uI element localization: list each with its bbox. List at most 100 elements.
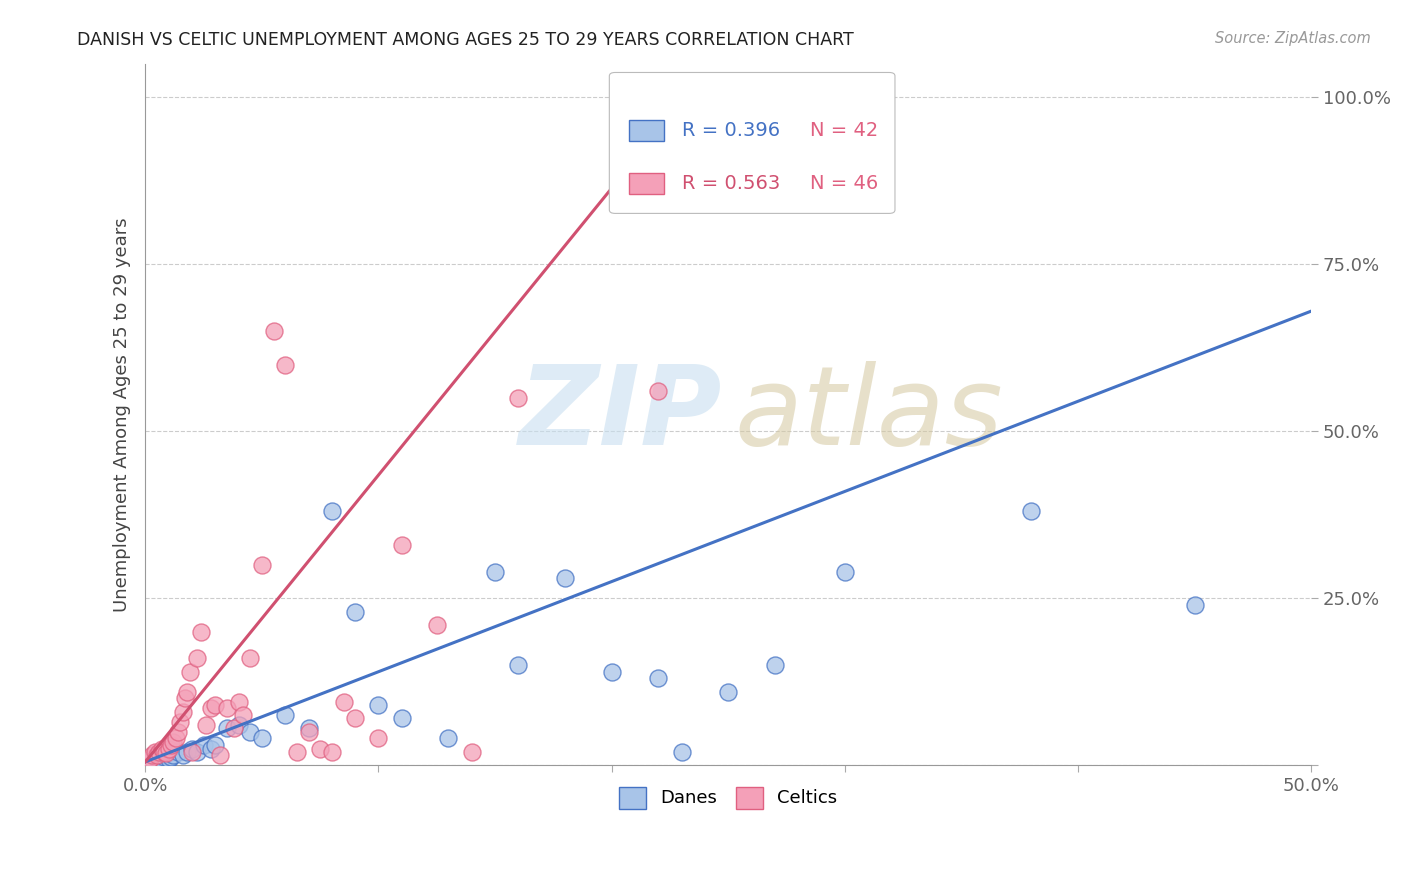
Point xyxy=(162,748,184,763)
Legend: Danes, Celtics: Danes, Celtics xyxy=(612,780,845,816)
Point xyxy=(162,735,184,749)
Point xyxy=(148,751,170,765)
Point xyxy=(141,748,163,763)
Point xyxy=(143,750,166,764)
Point xyxy=(150,753,173,767)
Point xyxy=(297,724,319,739)
Point xyxy=(172,748,194,763)
Point xyxy=(1184,598,1206,612)
Point xyxy=(139,753,162,767)
Point xyxy=(193,738,215,752)
Point xyxy=(167,724,190,739)
Point xyxy=(508,391,530,405)
Point xyxy=(176,745,198,759)
Point xyxy=(148,745,170,759)
Point xyxy=(136,755,159,769)
Point xyxy=(297,722,319,736)
Point xyxy=(208,748,231,763)
Point xyxy=(141,751,163,765)
Point xyxy=(160,750,183,764)
Point xyxy=(136,755,159,769)
Point xyxy=(157,751,180,765)
Point xyxy=(155,746,177,760)
Point xyxy=(139,751,162,765)
Point xyxy=(215,722,238,736)
Text: R = 0.563: R = 0.563 xyxy=(682,174,780,193)
Point xyxy=(172,705,194,719)
Point xyxy=(194,718,217,732)
Point xyxy=(332,695,354,709)
Point xyxy=(228,695,250,709)
Point xyxy=(143,745,166,759)
Bar xyxy=(628,173,664,194)
Point xyxy=(160,738,183,752)
Point xyxy=(186,651,208,665)
Point xyxy=(1021,504,1043,518)
Point xyxy=(484,565,506,579)
Point xyxy=(228,718,250,732)
Point xyxy=(250,731,273,746)
Point xyxy=(647,672,669,686)
Point xyxy=(309,741,332,756)
Point xyxy=(437,731,460,746)
Point xyxy=(150,741,173,756)
Point xyxy=(717,685,740,699)
Point xyxy=(153,745,176,759)
Point xyxy=(181,741,204,756)
Point xyxy=(186,745,208,759)
Point xyxy=(155,748,177,763)
Text: R = 0.396: R = 0.396 xyxy=(682,121,780,140)
Point xyxy=(274,358,297,372)
Point xyxy=(146,748,169,763)
Point xyxy=(391,538,413,552)
Point xyxy=(344,605,367,619)
Point xyxy=(250,558,273,572)
Point xyxy=(239,651,262,665)
Text: atlas: atlas xyxy=(734,361,1002,468)
Point xyxy=(344,711,367,725)
Point xyxy=(367,698,389,712)
Text: DANISH VS CELTIC UNEMPLOYMENT AMONG AGES 25 TO 29 YEARS CORRELATION CHART: DANISH VS CELTIC UNEMPLOYMENT AMONG AGES… xyxy=(77,31,853,49)
Point xyxy=(321,504,343,518)
Point xyxy=(200,741,222,756)
Text: N = 46: N = 46 xyxy=(810,174,879,193)
Point xyxy=(204,738,226,752)
Point xyxy=(165,731,187,746)
Point xyxy=(461,745,484,759)
Point xyxy=(153,750,176,764)
Point xyxy=(763,658,786,673)
Text: N = 42: N = 42 xyxy=(810,121,879,140)
Point xyxy=(176,685,198,699)
Point xyxy=(222,722,245,736)
Bar xyxy=(628,120,664,141)
Point xyxy=(179,665,201,679)
Point xyxy=(232,708,254,723)
Point xyxy=(167,745,190,759)
FancyBboxPatch shape xyxy=(609,72,896,213)
Point xyxy=(169,714,191,729)
Point xyxy=(274,708,297,723)
Point xyxy=(157,741,180,756)
Point xyxy=(834,565,856,579)
Y-axis label: Unemployment Among Ages 25 to 29 years: Unemployment Among Ages 25 to 29 years xyxy=(114,218,131,612)
Point xyxy=(146,748,169,763)
Point xyxy=(391,711,413,725)
Point xyxy=(367,731,389,746)
Point xyxy=(190,624,212,639)
Point xyxy=(554,571,576,585)
Point xyxy=(181,745,204,759)
Point xyxy=(426,618,449,632)
Text: ZIP: ZIP xyxy=(519,361,723,468)
Point xyxy=(204,698,226,712)
Point xyxy=(263,324,285,338)
Point xyxy=(508,658,530,673)
Text: Source: ZipAtlas.com: Source: ZipAtlas.com xyxy=(1215,31,1371,46)
Point xyxy=(600,665,623,679)
Point xyxy=(321,745,343,759)
Point xyxy=(671,745,693,759)
Point xyxy=(174,691,197,706)
Point xyxy=(200,701,222,715)
Point xyxy=(239,724,262,739)
Point xyxy=(285,745,308,759)
Point xyxy=(215,701,238,715)
